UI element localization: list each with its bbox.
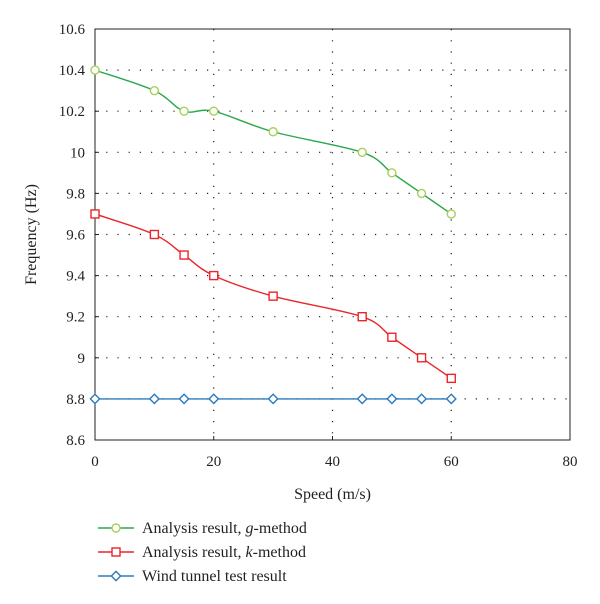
data-point	[445, 393, 457, 405]
legend-label: Analysis result, k-method	[142, 544, 306, 561]
series-line	[94, 69, 452, 215]
axis-ticks: 8.6 8.8 9 9.2 9.4 9.6 9.8 10 10.2 10.4 10.6 0 20 40 60…	[59, 22, 578, 470]
legend-label-part: -method	[254, 520, 307, 537]
legend-label-part: Wind tunnel test result	[142, 568, 287, 585]
data-point	[148, 393, 160, 405]
legend-label-part: g	[246, 520, 254, 537]
y-axis-title: Frequency (Hz)	[23, 184, 40, 285]
x-tick-label: 0	[91, 454, 99, 470]
data-point	[90, 209, 100, 219]
legend-label-part: -method	[253, 544, 306, 561]
data-point	[386, 393, 398, 405]
data-point	[149, 229, 160, 240]
data-point	[446, 209, 456, 219]
legend-item: Wind tunnel test result	[98, 568, 287, 585]
legend-label-part: k	[246, 544, 254, 561]
data-point	[387, 168, 397, 178]
legend-label: Analysis result, g-method	[142, 520, 307, 537]
data-point	[416, 353, 427, 363]
y-tick-label: 10.2	[59, 104, 85, 120]
series-0	[90, 65, 456, 219]
data-point	[209, 270, 219, 281]
data-point	[268, 291, 278, 301]
data-point	[209, 106, 219, 116]
legend-label-part: Analysis result,	[142, 520, 246, 537]
series-1	[90, 209, 456, 384]
data-point	[356, 393, 368, 405]
y-tick-label: 9.2	[66, 310, 85, 326]
data-point	[178, 393, 190, 405]
y-tick-label: 8.8	[66, 392, 85, 408]
x-tick-label: 20	[206, 454, 221, 470]
data-point	[89, 393, 101, 405]
grid	[95, 29, 570, 440]
data-point	[268, 127, 278, 137]
data-point	[179, 250, 189, 260]
data-point	[446, 373, 456, 384]
y-tick-label: 10.6	[59, 22, 86, 38]
legend-label: Wind tunnel test result	[142, 568, 287, 585]
y-tick-label: 9	[78, 351, 86, 367]
x-tick-label: 60	[444, 454, 459, 470]
data-point	[267, 393, 279, 405]
legend-marker	[110, 570, 122, 582]
data-point	[415, 393, 428, 405]
data-point	[208, 393, 220, 405]
data-point	[149, 85, 160, 96]
data-point	[357, 312, 367, 322]
data-point	[179, 106, 189, 116]
y-tick-label: 9.4	[66, 269, 85, 285]
y-tick-label: 8.6	[66, 433, 85, 449]
legend-item: Analysis result, k-method	[98, 544, 306, 561]
data-point	[90, 65, 100, 75]
data-point	[416, 188, 427, 199]
x-tick-label: 40	[325, 454, 340, 470]
y-tick-label: 9.8	[66, 186, 85, 202]
legend-marker	[111, 523, 121, 533]
y-tick-label: 9.6	[66, 228, 85, 244]
data-point	[387, 332, 397, 342]
x-axis-title: Speed (m/s)	[294, 486, 371, 503]
x-tick-label: 80	[563, 454, 578, 470]
y-tick-label: 10.4	[59, 63, 86, 79]
legend-marker	[111, 547, 121, 557]
series-2	[89, 393, 457, 405]
y-tick-label: 10	[70, 145, 85, 161]
data-point	[357, 147, 367, 158]
legend-label-part: Analysis result,	[142, 544, 246, 561]
legend-item: Analysis result, g-method	[98, 520, 307, 537]
series-group	[89, 65, 457, 405]
